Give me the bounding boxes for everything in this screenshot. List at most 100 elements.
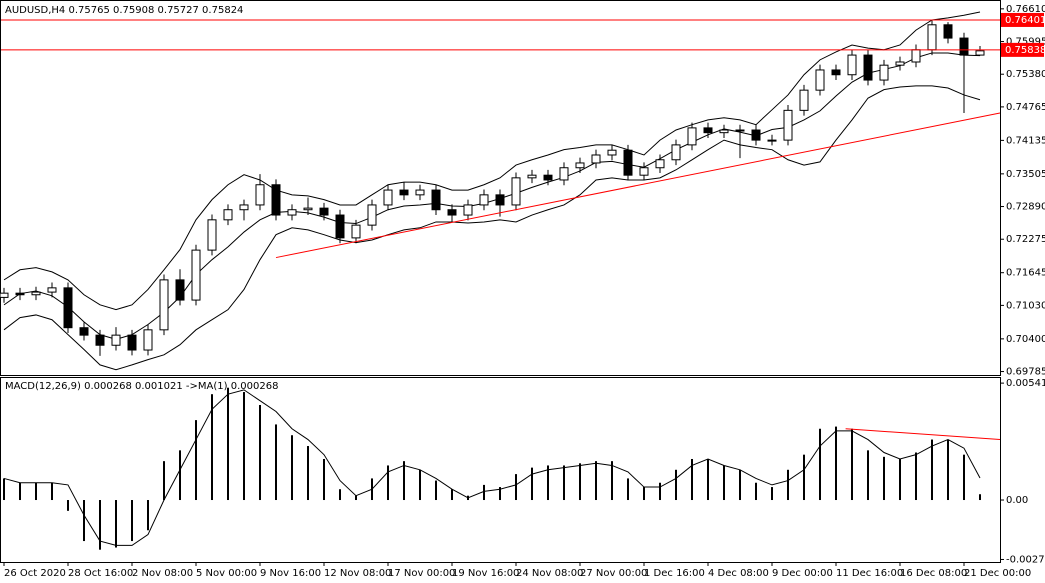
- candle-body: [623, 149, 633, 176]
- macd-bar: [611, 461, 613, 501]
- candle-body: [639, 167, 649, 176]
- candle-body: [687, 127, 697, 146]
- candle-body: [415, 189, 425, 196]
- macd-bar: [227, 387, 229, 501]
- macd-bar: [883, 456, 885, 501]
- macd-bar: [179, 450, 181, 501]
- y-tick-label: 0.00: [1006, 495, 1028, 506]
- candle-body: [511, 177, 521, 206]
- macd-title: MACD(12,26,9) 0.000268 0.001021 ->MA(1) …: [5, 381, 278, 392]
- candle-body: [399, 189, 409, 196]
- candle-body: [751, 129, 761, 141]
- candle-body: [735, 129, 745, 132]
- trend-line: [845, 428, 1001, 441]
- macd-bar: [3, 478, 5, 501]
- macd-bar: [147, 500, 149, 531]
- price-title: AUDUSD,H4 0.75765 0.75908 0.75727 0.7582…: [5, 5, 243, 16]
- candle-body: [703, 127, 713, 134]
- macd-bar: [531, 467, 533, 501]
- candle-body: [815, 69, 825, 91]
- candle-body: [527, 174, 537, 179]
- macd-bar: [163, 461, 165, 501]
- candle-body: [719, 129, 729, 134]
- price-label: 0.75838: [1005, 45, 1045, 56]
- candle-body: [927, 24, 937, 51]
- candle-body: [607, 149, 617, 156]
- candle-body: [495, 194, 505, 206]
- y-tick-label: 0.75380: [1006, 69, 1045, 80]
- macd-bar: [35, 482, 37, 501]
- candle-body: [431, 189, 441, 211]
- candle-body: [975, 50, 985, 56]
- price-panel-frame: [0, 0, 1001, 376]
- candle-body: [831, 69, 841, 76]
- candle-body: [591, 154, 601, 164]
- candle-body: [287, 209, 297, 216]
- candle-body: [47, 287, 57, 293]
- macd-bar: [979, 494, 981, 501]
- macd-bar: [259, 404, 261, 501]
- macd-bar: [67, 500, 69, 511]
- macd-bar: [867, 450, 869, 501]
- candle-body: [879, 64, 889, 81]
- macd-bar: [755, 482, 757, 501]
- y-tick-label: 0.75995: [1006, 37, 1045, 48]
- bollinger-lower: [3, 85, 981, 371]
- candle-body: [335, 214, 345, 239]
- y-tick-label: 0.74135: [1006, 135, 1045, 146]
- macd-bar: [675, 469, 677, 501]
- x-tick-label: 17 Nov 00:00: [388, 568, 455, 579]
- macd-bar: [515, 474, 517, 501]
- price-label-box: [1001, 42, 1044, 57]
- candle-body: [799, 89, 809, 111]
- candle-body: [479, 194, 489, 206]
- macd-bar: [195, 420, 197, 501]
- candle-body: [783, 109, 793, 141]
- candle-body: [239, 204, 249, 211]
- x-tick-label: 27 Nov 00:00: [580, 568, 647, 579]
- macd-bar: [339, 489, 341, 501]
- macd-bar: [643, 487, 645, 501]
- candle-body: [367, 204, 377, 226]
- y-tick-label: 0.71030: [1006, 300, 1045, 311]
- macd-bar: [483, 484, 485, 501]
- macd-bar: [547, 465, 549, 501]
- macd-bar: [211, 394, 213, 501]
- candle-body: [207, 219, 217, 251]
- macd-bar: [419, 469, 421, 501]
- macd-bar: [707, 458, 709, 501]
- macd-bar: [899, 458, 901, 501]
- candle-body: [895, 61, 905, 66]
- candle-body: [575, 162, 585, 169]
- candle-body: [0, 292, 9, 298]
- macd-bar: [787, 469, 789, 501]
- candle-body: [63, 287, 73, 329]
- candle-body: [223, 209, 233, 221]
- candle-body: [143, 329, 153, 351]
- candle-body: [319, 207, 329, 216]
- x-tick-label: 11 Dec 16:00: [836, 568, 903, 579]
- macd-bar: [499, 487, 501, 501]
- y-tick-label: 0.71645: [1006, 268, 1045, 279]
- candle-body: [271, 184, 281, 216]
- candle-body: [127, 334, 137, 351]
- candle-body: [959, 37, 969, 56]
- candle-body: [847, 54, 857, 76]
- macd-bar: [659, 482, 661, 501]
- macd-bar: [83, 500, 85, 542]
- candle-body: [655, 159, 665, 169]
- x-tick-label: 28 Oct 16:00: [68, 568, 133, 579]
- candle-body: [191, 249, 201, 301]
- bollinger-upper: [3, 11, 981, 311]
- macd-bar: [931, 439, 933, 501]
- candle-body: [943, 24, 953, 39]
- bollinger-middle: [3, 52, 981, 340]
- y-tick-label: 0.72890: [1006, 202, 1045, 213]
- x-tick-label: 9 Nov 16:00: [260, 568, 321, 579]
- macd-bar: [739, 469, 741, 501]
- price-label: 0.76401: [1005, 15, 1045, 26]
- macd-bar: [819, 428, 821, 501]
- candle-body: [159, 279, 169, 331]
